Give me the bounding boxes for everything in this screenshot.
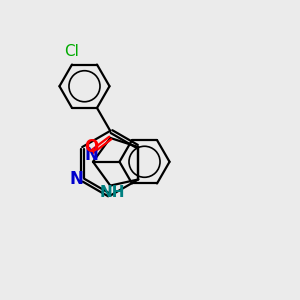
Text: N: N: [85, 146, 98, 164]
Text: NH: NH: [100, 184, 125, 200]
Text: Cl: Cl: [64, 44, 80, 59]
Text: N: N: [70, 170, 84, 188]
Text: O: O: [84, 138, 99, 156]
